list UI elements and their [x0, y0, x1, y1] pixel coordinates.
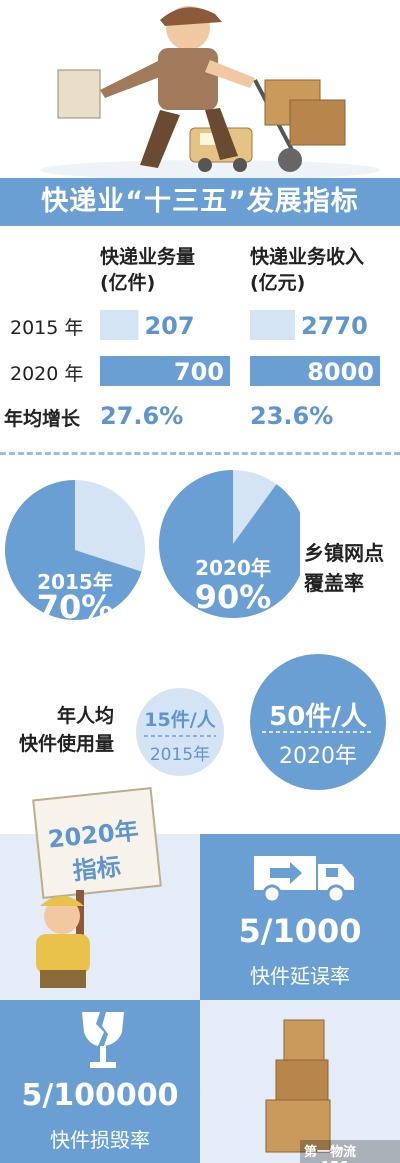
per-capita-2015-year: 2015年	[149, 745, 211, 765]
circle-2020	[250, 654, 386, 790]
broken-glass-icon	[82, 1012, 124, 1068]
holder-legs	[40, 970, 86, 988]
coverage-pie-charts	[5, 470, 300, 620]
damage-rate-label: 快件损毁率	[50, 1128, 150, 1152]
holder-hat	[40, 896, 84, 906]
sign-pole	[76, 890, 84, 970]
revenue-header-line2: (亿元)	[250, 272, 306, 294]
per-capita-2020-year: 2020年	[279, 744, 357, 769]
per-capita-2020-value: 50件/人	[269, 702, 367, 732]
per-capita-label: 年人均 快件使用量	[4, 702, 114, 758]
bar-volume-2015	[100, 310, 139, 340]
damage-rate-value: 5/100000	[21, 1078, 179, 1113]
bar-label-volume-2015: 207	[144, 312, 194, 340]
delay-rate-value: 5/1000	[238, 912, 362, 950]
damage-rate-panel	[0, 1000, 200, 1163]
courier-illustration	[40, 6, 380, 178]
pie-2015-year: 2015年	[37, 570, 113, 594]
volume-header-line1: 快递业务量	[100, 246, 196, 268]
coverage-caption-line1: 乡镇网点	[304, 541, 384, 565]
pie-2020-slice	[159, 470, 300, 618]
bar-revenue-2015	[250, 310, 296, 340]
section-divider	[0, 452, 400, 455]
sign-holder-illustration	[32, 787, 162, 988]
parcel-stack-illustration	[265, 1019, 331, 1153]
truck-icon	[254, 856, 354, 904]
pie-2020-year: 2020年	[195, 556, 271, 580]
holder-head	[44, 898, 80, 934]
bar-label-volume-2020: 700	[174, 358, 224, 386]
year-label-2020: 2020 年	[10, 363, 84, 385]
delay-rate-label: 快件延误率	[250, 964, 350, 988]
page-title: 快递业“十三五”发展指标	[41, 186, 359, 217]
delivery-illustration	[0, 0, 400, 178]
circle-2015	[136, 688, 224, 776]
bar-label-revenue-2015: 2770	[301, 312, 368, 340]
volume-header-line2: (亿件)	[100, 272, 156, 294]
volume-growth-value: 27.6%	[100, 402, 184, 430]
coverage-caption: 乡镇网点 覆盖率	[304, 538, 384, 598]
revenue-column-header: 快递业务收入 (亿元)	[250, 244, 364, 296]
revenue-header-line1: 快递业务收入	[250, 246, 365, 268]
coverage-caption-line2: 覆盖率	[304, 571, 364, 595]
per-capita-label-line2: 快件使用量	[18, 733, 114, 755]
bar-volume-2020	[100, 356, 230, 386]
holder-shirt	[36, 934, 90, 974]
sign-text: 2020年 指标	[37, 812, 154, 891]
per-capita-label-line1: 年人均	[56, 705, 114, 727]
volume-column-header: 快递业务量 (亿件)	[100, 244, 195, 296]
bar-label-revenue-2020: 8000	[307, 358, 374, 386]
pie-2020-value: 90%	[194, 578, 272, 616]
year-label-2015: 2015 年	[10, 317, 84, 339]
growth-label: 年均增长	[4, 408, 81, 430]
indicator-bar-chart: 207 2770 700 8000	[100, 310, 380, 386]
per-capita-2015-value: 15件/人	[144, 709, 216, 731]
pie-2015-slice	[5, 480, 142, 620]
per-capita-circles	[136, 654, 386, 790]
sign-board	[32, 787, 162, 899]
watermark: 第一物流 cn156.com	[300, 1140, 400, 1163]
bar-revenue-2020	[250, 356, 380, 386]
title-bar	[0, 178, 400, 226]
revenue-growth-value: 23.6%	[250, 402, 334, 430]
pie-2015-value: 70%	[36, 588, 114, 626]
